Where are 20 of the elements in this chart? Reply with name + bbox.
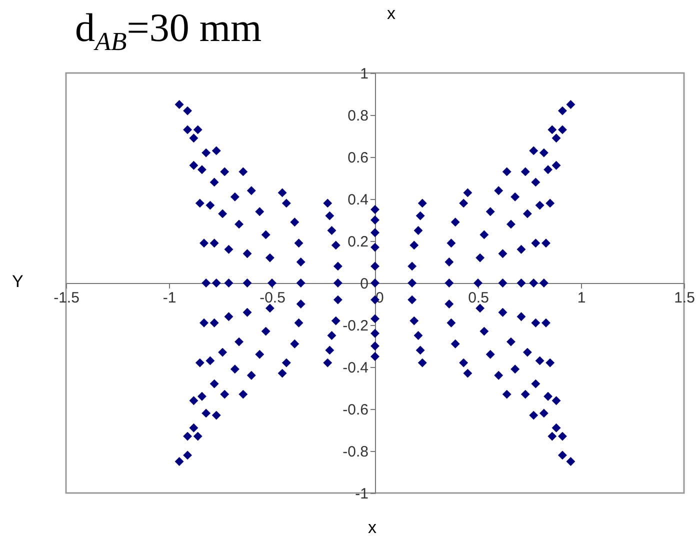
y-tick-label: -0.8 [342, 444, 368, 460]
y-axis-title: Y [12, 272, 24, 292]
x-tick-label: -1 [162, 290, 176, 306]
y-tick-label: -0.6 [342, 402, 368, 418]
y-tick-label: 0.4 [348, 192, 368, 208]
chart-title: d$_{AB}$=30 mm [75, 4, 262, 57]
x-tick-label: 1.5 [674, 290, 695, 306]
y-tick-label: 0.6 [348, 150, 368, 166]
x-tick-label: 0.5 [468, 290, 489, 306]
y-tick-label: 0.2 [348, 234, 368, 250]
y-tick-label: -0.2 [342, 318, 368, 334]
y-tick-label: -1 [355, 486, 368, 502]
y-tick-label: -0.4 [342, 360, 368, 376]
x-axis-title: x [368, 518, 376, 538]
x-tick-label: -0.5 [260, 290, 286, 306]
y-tick-label: 1 [360, 66, 368, 82]
text: x [387, 4, 396, 24]
x-tick-label: 1 [577, 290, 586, 306]
y-tick-label: 0.8 [348, 108, 368, 124]
x-tick-label: -1.5 [54, 290, 80, 306]
